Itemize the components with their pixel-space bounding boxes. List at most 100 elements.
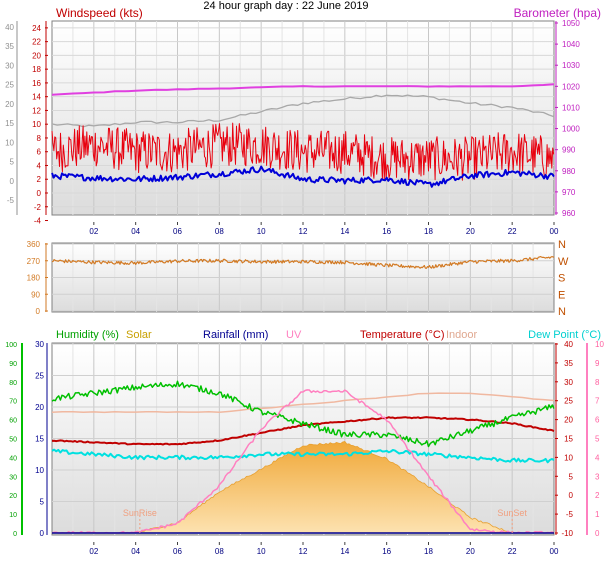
compass-label: S — [558, 273, 565, 285]
temperature-tick-label: 0 — [569, 491, 574, 500]
series-dewpoint — [51, 448, 555, 464]
x-tick-label: 04 — [131, 227, 140, 236]
direction-tick-label: 90 — [31, 290, 40, 299]
wind-tick-label: 6 — [37, 148, 42, 157]
uv-tick-label: 0 — [595, 529, 600, 538]
temperature-tick-label: -5 — [566, 510, 574, 519]
wind-tick-label: 20 — [32, 51, 41, 60]
left-outer-tick-label: 0 — [10, 177, 15, 186]
left-outer-tick-label: 40 — [5, 23, 14, 32]
x-tick-label: 16 — [382, 547, 391, 556]
climate-panel-ticks: 3025201510501009080706050403020100403530… — [5, 340, 604, 556]
left-outer-tick-label: 35 — [5, 42, 14, 51]
x-tick-label: 22 — [508, 227, 517, 236]
x-tick-label: 08 — [215, 227, 224, 236]
direction-tick-label: 0 — [36, 307, 41, 316]
humidity-tick-label: 50 — [9, 437, 17, 444]
x-tick-label: 12 — [299, 547, 308, 556]
barometer-tick-label: 990 — [562, 146, 576, 155]
wind-panel-ticks: 4035302520151050-5242220181614121086420-… — [5, 19, 580, 236]
x-tick-label: 10 — [257, 227, 266, 236]
x-tick-label: 04 — [131, 547, 140, 556]
temperature-tick-label: 10 — [564, 453, 573, 462]
x-tick-label: 02 — [89, 547, 98, 556]
left-outer-tick-label: 25 — [5, 81, 14, 90]
x-tick-label: 08 — [215, 547, 224, 556]
temperature-tick-label: 15 — [564, 435, 573, 444]
barometer-tick-label: 1030 — [562, 61, 580, 70]
direction-tick-label: 180 — [27, 274, 41, 283]
wind-tick-label: 14 — [32, 93, 41, 102]
x-tick-label: 16 — [382, 227, 391, 236]
rain-tick-label: 10 — [35, 466, 44, 475]
uv-tick-label: 4 — [595, 453, 600, 462]
barometer-tick-label: 980 — [562, 167, 576, 176]
uv-tick-label: 6 — [595, 416, 600, 425]
compass-label: N — [558, 306, 566, 318]
rain-tick-label: 30 — [35, 340, 44, 349]
barometer-tick-label: 1040 — [562, 40, 580, 49]
wind-tick-label: 18 — [32, 65, 41, 74]
compass-label: E — [558, 289, 565, 301]
legend-rainfall: Rainfall (mm) — [203, 329, 268, 341]
wind-tick-label: 24 — [32, 24, 41, 33]
uv-tick-label: 7 — [595, 397, 600, 406]
humidity-tick-label: 40 — [9, 455, 17, 462]
temperature-tick-label: 25 — [564, 397, 573, 406]
legend-solar: Solar — [126, 329, 152, 341]
series-temperature — [51, 416, 555, 446]
legend-windspeed: Windspeed (kts) — [56, 6, 143, 20]
series-barometer-grey — [51, 94, 555, 128]
left-outer-tick-label: 20 — [5, 100, 14, 109]
humidity-tick-label: 10 — [9, 512, 17, 519]
wind-tick-label: -2 — [34, 203, 42, 212]
series-wind-direction — [51, 256, 555, 269]
sunrise-label: SunRise — [123, 508, 157, 518]
temperature-tick-label: 30 — [564, 378, 573, 387]
climate-annotations: SunRise SunSet — [123, 508, 527, 533]
x-tick-label: 18 — [424, 547, 433, 556]
series-wind-average — [51, 165, 555, 188]
wind-tick-label: 4 — [37, 161, 42, 170]
left-outer-tick-label: -5 — [7, 196, 15, 205]
series-barometer — [51, 83, 555, 96]
wind-tick-label: -4 — [34, 217, 42, 226]
barometer-tick-label: 1000 — [562, 125, 580, 134]
rain-tick-label: 25 — [35, 372, 44, 381]
x-tick-label: 00 — [550, 227, 559, 236]
legend-humidity: Humidity (%) — [56, 329, 119, 341]
series-humidity — [51, 380, 555, 448]
wind-tick-label: 8 — [37, 134, 42, 143]
x-tick-label: 02 — [89, 227, 98, 236]
page-title: 24 hour graph day : 22 June 2019 — [203, 0, 368, 12]
uv-tick-label: 2 — [595, 491, 600, 500]
rain-tick-label: 5 — [40, 498, 45, 507]
left-outer-tick-label: 30 — [5, 61, 14, 70]
barometer-tick-label: 960 — [562, 209, 576, 218]
x-tick-label: 00 — [550, 547, 559, 556]
x-tick-label: 14 — [340, 547, 349, 556]
temperature-tick-label: -10 — [561, 529, 573, 538]
uv-tick-label: 9 — [595, 359, 600, 368]
rain-tick-label: 20 — [35, 403, 44, 412]
x-tick-label: 06 — [173, 227, 182, 236]
x-tick-label: 10 — [257, 547, 266, 556]
humidity-tick-label: 60 — [9, 418, 17, 425]
barometer-tick-label: 1020 — [562, 82, 580, 91]
humidity-tick-label: 100 — [5, 342, 17, 349]
uv-tick-label: 1 — [595, 510, 600, 519]
uv-tick-label: 8 — [595, 378, 600, 387]
compass-label: N — [558, 239, 566, 251]
uv-tick-label: 10 — [595, 340, 604, 349]
x-tick-label: 20 — [466, 227, 475, 236]
series-windspeed — [51, 122, 555, 181]
x-tick-label: 22 — [508, 547, 517, 556]
rain-tick-label: 0 — [40, 529, 45, 538]
x-tick-label: 20 — [466, 547, 475, 556]
left-outer-tick-label: 5 — [10, 158, 15, 167]
sunset-label: SunSet — [497, 508, 527, 518]
humidity-tick-label: 90 — [9, 361, 17, 368]
direction-tick-label: 270 — [27, 257, 41, 266]
